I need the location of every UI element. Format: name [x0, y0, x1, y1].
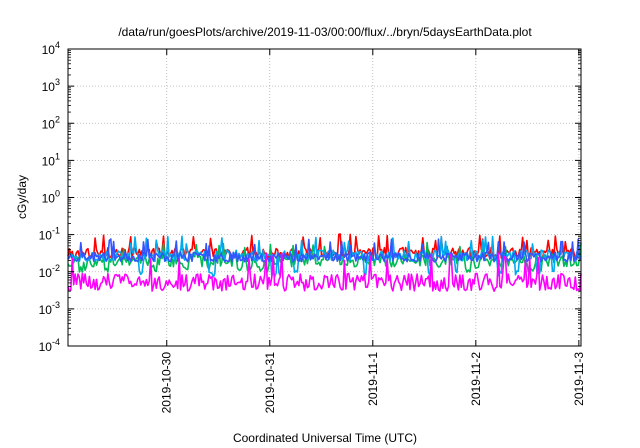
x-tick-label: 2019-10-30 [160, 352, 174, 414]
plot-series [67, 233, 582, 293]
y-tick-label: 103 [42, 77, 60, 94]
y-tick-label: 10-4 [39, 337, 60, 354]
x-tick-label: 2019-10-31 [263, 352, 277, 414]
y-tick-label: 100 [42, 189, 60, 206]
y-tick-label: 10-3 [39, 300, 60, 317]
y-tick-label: 10-1 [39, 226, 60, 243]
y-tick-label: 10-2 [39, 263, 60, 280]
y-tick-label: 101 [42, 151, 60, 168]
y-axis-label: cGy/day [15, 175, 29, 219]
series-line [67, 235, 582, 278]
y-tick-label: 104 [42, 40, 60, 57]
plot-frame [67, 48, 582, 347]
series-line [67, 252, 582, 293]
axis-ticks: 10-4 10-3 10-2 10-1 100 101 102 103 104 2019-10-3… [39, 40, 586, 413]
chart-title: /data/run/goesPlots/archive/2019-11-03/0… [118, 25, 532, 39]
x-tick-label: 2019-11-2 [469, 352, 483, 406]
series-line [67, 238, 582, 263]
x-tick-label: 2019-11-3 [572, 352, 586, 406]
x-axis-label: Coordinated Universal Time (UTC) [233, 431, 417, 445]
y-tick-label: 102 [42, 114, 60, 131]
x-tick-label: 2019-11-1 [366, 352, 380, 406]
grid [68, 49, 581, 346]
